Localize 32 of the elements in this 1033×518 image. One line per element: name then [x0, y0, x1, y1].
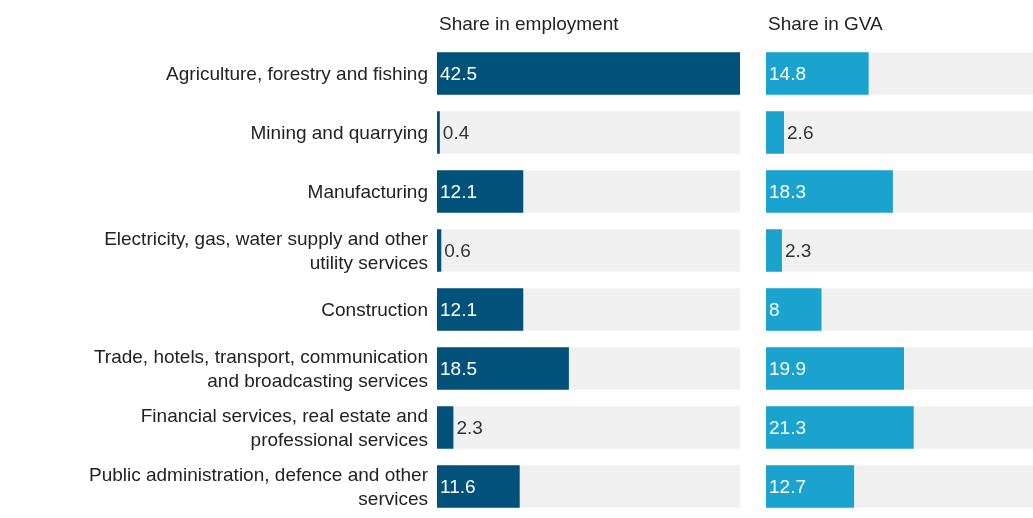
data-label: 8: [769, 299, 780, 320]
y-tick-label: Manufacturing: [307, 181, 428, 203]
data-label: 2.3: [784, 240, 812, 261]
bar: [437, 406, 454, 449]
y-tick-label: Mining and quarrying: [250, 122, 428, 144]
y-tick-label: Construction: [321, 299, 428, 321]
data-label: 42.5: [440, 63, 477, 84]
bar: [437, 111, 440, 154]
text: Share in GVA: [768, 13, 884, 34]
data-label: 2.3: [456, 417, 483, 438]
bar: [437, 229, 442, 272]
data-label: 18.5: [440, 358, 477, 379]
data-label: 12.1: [440, 299, 477, 320]
data-label: 18.3: [769, 181, 806, 202]
y-tick-label: Financial services, real estate and professional services: [140, 404, 428, 451]
chart-title: Share in employment: [439, 13, 620, 34]
data-label: 12.7: [769, 476, 806, 497]
data-label: 21.3: [769, 417, 806, 438]
y-tick-label: Public administration, defence and other services: [88, 463, 429, 510]
data-label: 0.4: [442, 122, 470, 143]
bar: [766, 111, 785, 154]
data-label: 11.6: [440, 476, 476, 497]
data-label: 19.9: [769, 358, 806, 379]
bar: [766, 229, 782, 272]
y-tick-label: Trade, hotels, transport, communication and broadcasting services: [93, 345, 428, 392]
bar: [766, 288, 822, 331]
data-label: 14.8: [769, 63, 806, 84]
data-label: 2.6: [787, 122, 814, 143]
y-tick-label: Agriculture, forestry and fishing: [166, 63, 428, 85]
data-label: 0.6: [444, 240, 471, 261]
y-tick-label: Electricity, gas, water supply and other utility services: [104, 227, 429, 274]
data-label: 12.1: [440, 181, 477, 202]
